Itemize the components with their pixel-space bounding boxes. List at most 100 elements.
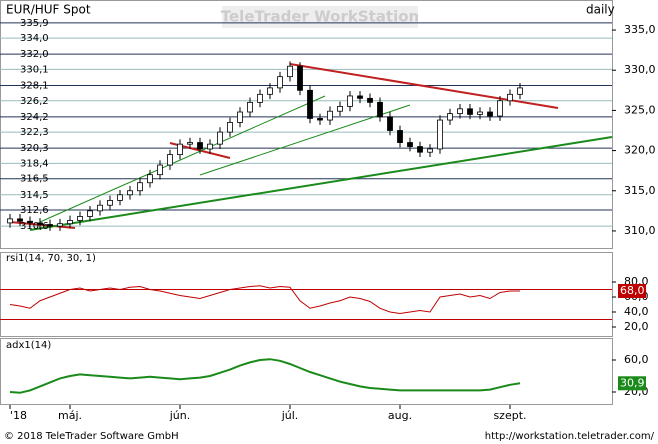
candle-body xyxy=(347,95,353,107)
last-value-tag xyxy=(618,284,646,298)
main-panel xyxy=(0,0,613,249)
candle-body xyxy=(87,210,93,217)
candle-body xyxy=(437,119,443,150)
candle-body xyxy=(307,89,313,119)
copyright: © 2018 TeleTrader Software GmbH xyxy=(4,431,179,442)
level-label: 318,4 xyxy=(20,158,49,169)
candle-body xyxy=(147,174,153,184)
x-tick-label: szept. xyxy=(493,409,526,422)
candle-body xyxy=(357,95,363,99)
candle-body xyxy=(7,218,13,224)
watermark: TeleTrader WorkStation xyxy=(221,8,419,26)
level-label: 322,3 xyxy=(20,127,49,138)
level-label: 316,5 xyxy=(20,174,49,185)
candle-body xyxy=(47,224,53,227)
level-label: 324,2 xyxy=(20,112,49,123)
trend-line xyxy=(39,95,326,223)
candle-body xyxy=(497,100,503,117)
y-tick-label: 330,0 xyxy=(624,63,656,76)
trend-line xyxy=(289,63,559,109)
candle-body xyxy=(337,105,343,112)
level-label: 332,0 xyxy=(20,49,49,60)
x-tick-label: máj. xyxy=(58,409,82,422)
x-tick-label: '18 xyxy=(10,409,27,422)
candle-body xyxy=(187,142,193,145)
candle-body xyxy=(427,148,433,153)
adx-panel xyxy=(0,338,613,405)
candle-body xyxy=(267,87,273,95)
candle-body xyxy=(387,116,393,131)
candle-body xyxy=(297,65,303,91)
line xyxy=(9,285,520,315)
candle-body xyxy=(287,65,293,78)
candle-body xyxy=(277,76,283,89)
candle-body xyxy=(237,111,243,123)
candle-body xyxy=(447,113,453,121)
trend-line xyxy=(29,136,613,231)
candle-body xyxy=(227,122,233,133)
candle-body xyxy=(407,142,413,147)
candle-body xyxy=(477,111,483,115)
trend-line xyxy=(199,104,411,176)
y-tick-label: 320,0 xyxy=(624,144,656,157)
y-tick-label: 325,0 xyxy=(624,103,656,116)
candle-body xyxy=(507,93,513,102)
x-tick-label: aug. xyxy=(388,409,412,422)
last-value-tag xyxy=(618,376,646,391)
chart-title: EUR/HUF Spot xyxy=(6,3,91,17)
candle-body xyxy=(247,101,253,113)
candle-body xyxy=(17,218,23,222)
adx-title: adx1(14) xyxy=(6,340,51,351)
interval: daily xyxy=(586,3,615,17)
candle-body xyxy=(37,222,43,225)
level-label: 328,1 xyxy=(20,80,49,91)
x-tick-label: jún. xyxy=(169,409,191,422)
level-label: 335,9 xyxy=(20,18,49,29)
candle-body xyxy=(77,216,83,221)
candle-body xyxy=(217,131,223,145)
candle-body xyxy=(167,154,173,166)
candle-body xyxy=(367,97,373,103)
candle-body xyxy=(487,111,493,117)
candle-body xyxy=(67,220,73,225)
y-tick-label: 60,0 xyxy=(624,353,649,366)
level-label: 320,3 xyxy=(20,143,49,154)
candle-body xyxy=(137,182,143,192)
candle-body xyxy=(107,199,113,206)
candle-body xyxy=(57,223,63,227)
candle-body xyxy=(327,110,333,121)
candle-body xyxy=(27,220,33,224)
level-label: 310,6 xyxy=(20,221,49,232)
candle-body xyxy=(97,204,103,212)
candle-body xyxy=(117,194,123,201)
trend-lines xyxy=(9,63,613,231)
y-tick-label: 335,0 xyxy=(624,23,656,36)
level-label: 326,2 xyxy=(20,96,49,107)
last-value-label: 68,0 xyxy=(620,284,645,297)
y-tick-label: 40,0 xyxy=(624,305,649,318)
level-label: 312,6 xyxy=(20,205,49,216)
candle-body xyxy=(257,93,263,103)
trend-line xyxy=(9,221,76,229)
url: http://workstation.teletrader.com/ xyxy=(485,431,655,442)
candle-body xyxy=(197,142,203,150)
candle-body xyxy=(517,87,523,95)
level-label: 334,0 xyxy=(20,33,49,44)
candle-body xyxy=(157,164,163,176)
last-value-label: 30,9 xyxy=(620,376,645,389)
y-tick-label: 310,0 xyxy=(624,224,656,237)
y-tick-label: 315,0 xyxy=(624,184,656,197)
candle-body xyxy=(377,101,383,118)
level-label: 314,5 xyxy=(20,190,49,201)
x-tick-label: júl. xyxy=(281,409,299,422)
candle-body xyxy=(127,190,133,196)
y-tick-label: 20,0 xyxy=(624,320,649,333)
candle-body xyxy=(177,143,183,155)
candle-body xyxy=(317,118,323,121)
candle-body xyxy=(457,108,463,115)
line xyxy=(9,358,521,394)
rsi-panel xyxy=(0,252,613,337)
candle-body xyxy=(417,146,423,153)
